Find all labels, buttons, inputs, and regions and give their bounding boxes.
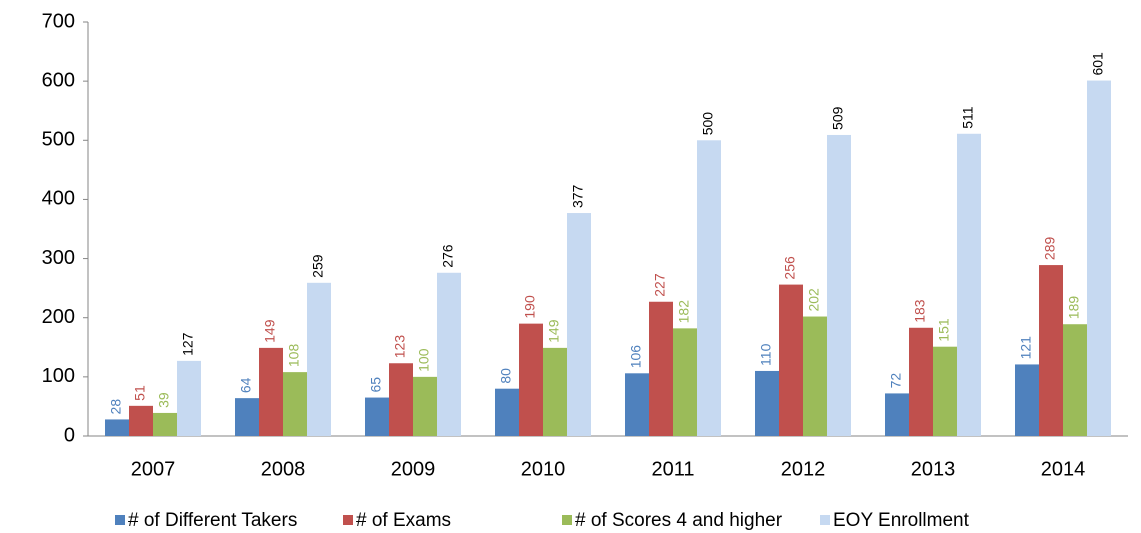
data-label: 149 xyxy=(546,319,562,343)
bar xyxy=(177,360,201,436)
data-label: 100 xyxy=(416,348,432,372)
data-label: 149 xyxy=(262,319,278,343)
x-tick-label: 2014 xyxy=(1041,458,1086,480)
bar xyxy=(495,388,519,436)
bar xyxy=(933,346,957,436)
data-label: 259 xyxy=(310,254,326,278)
y-tick-label: 200 xyxy=(42,306,75,328)
x-tick-label: 2011 xyxy=(651,458,694,480)
x-tick-label: 2012 xyxy=(781,458,826,480)
bar xyxy=(625,373,649,436)
data-label: 601 xyxy=(1090,52,1106,76)
legend-label: # of Exams xyxy=(356,510,451,531)
data-label: 202 xyxy=(806,288,822,312)
data-label: 289 xyxy=(1042,237,1058,261)
bar xyxy=(909,327,933,436)
bar xyxy=(129,405,153,436)
legend-label: # of Different Takers xyxy=(128,510,297,531)
bar xyxy=(957,133,981,436)
data-label: 500 xyxy=(700,112,716,136)
legend-swatch xyxy=(562,515,572,525)
data-label: 106 xyxy=(628,345,644,369)
y-tick-label: 0 xyxy=(64,424,75,446)
bar xyxy=(567,213,591,436)
x-tick-label: 2009 xyxy=(391,458,436,480)
data-label: 110 xyxy=(758,343,774,366)
bar xyxy=(673,328,697,436)
data-label: 509 xyxy=(830,106,846,130)
data-label: 72 xyxy=(888,373,904,389)
data-label: 39 xyxy=(156,392,172,408)
data-label: 377 xyxy=(570,184,586,208)
bar xyxy=(413,376,437,436)
bar xyxy=(307,282,331,436)
data-label: 121 xyxy=(1018,336,1034,360)
data-label: 51 xyxy=(132,385,148,401)
bar xyxy=(519,323,543,436)
bar xyxy=(779,284,803,436)
bar xyxy=(365,397,389,436)
data-label: 227 xyxy=(652,273,668,297)
y-tick-label: 500 xyxy=(42,129,75,151)
data-label: 256 xyxy=(782,256,798,280)
bar xyxy=(389,363,413,436)
bar xyxy=(827,134,851,436)
data-label: 65 xyxy=(368,377,384,393)
bar xyxy=(1015,364,1039,436)
data-label: 511 xyxy=(960,106,976,129)
bar xyxy=(1063,324,1087,436)
bar xyxy=(885,393,909,436)
x-tick-label: 2013 xyxy=(911,458,956,480)
bar xyxy=(1087,80,1111,437)
bar xyxy=(235,398,259,436)
y-tick-label: 600 xyxy=(42,69,75,91)
y-tick-label: 300 xyxy=(42,247,75,269)
data-label: 80 xyxy=(498,368,514,384)
bar xyxy=(153,412,177,436)
data-label: 182 xyxy=(676,300,692,324)
bar xyxy=(543,347,567,436)
legend-swatch xyxy=(820,515,830,525)
legend-label: # of Scores 4 and higher xyxy=(575,510,783,531)
y-tick-label: 700 xyxy=(42,10,75,32)
legend-swatch xyxy=(343,515,353,525)
legend-label: EOY Enrollment xyxy=(833,510,970,531)
bar xyxy=(1039,265,1063,436)
bar xyxy=(105,419,129,436)
x-tick-label: 2010 xyxy=(521,458,566,480)
data-label: 64 xyxy=(238,377,254,393)
data-label: 151 xyxy=(936,318,952,342)
legend-swatch xyxy=(115,515,125,525)
bar xyxy=(437,272,461,436)
data-label: 28 xyxy=(108,399,124,415)
data-label: 189 xyxy=(1066,296,1082,320)
data-label: 190 xyxy=(522,295,538,319)
x-tick-label: 2008 xyxy=(261,458,306,480)
y-tick-label: 400 xyxy=(42,188,75,210)
data-label: 183 xyxy=(912,299,928,323)
data-label: 276 xyxy=(440,244,456,268)
data-label: 127 xyxy=(180,332,196,356)
bar xyxy=(259,347,283,436)
x-tick-label: 2007 xyxy=(131,458,176,480)
data-label: 123 xyxy=(392,335,408,359)
bar xyxy=(697,140,721,437)
bar xyxy=(803,316,827,436)
bar xyxy=(755,370,779,436)
bar xyxy=(649,301,673,436)
data-label: 108 xyxy=(286,344,302,368)
bar xyxy=(283,372,307,436)
y-tick-label: 100 xyxy=(42,365,75,387)
